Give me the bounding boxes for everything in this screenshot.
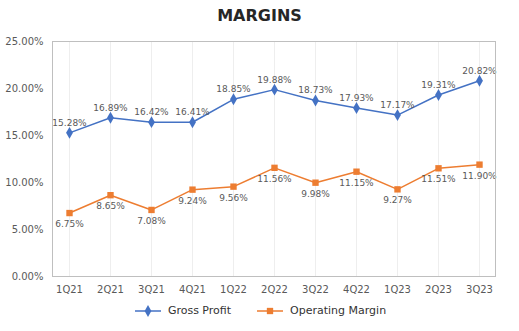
svg-text:15.00%: 15.00% [5,130,43,141]
svg-text:3Q21: 3Q21 [138,284,165,295]
svg-text:18.73%: 18.73% [298,85,333,95]
svg-text:1Q23: 1Q23 [384,284,411,295]
svg-text:16.42%: 16.42% [134,107,169,117]
svg-text:20.00%: 20.00% [5,83,43,94]
svg-text:3Q22: 3Q22 [302,284,329,295]
svg-text:2Q21: 2Q21 [97,284,124,295]
svg-text:3Q23: 3Q23 [466,284,493,295]
svg-text:8.65%: 8.65% [96,201,125,211]
svg-text:0.00%: 0.00% [12,271,44,282]
svg-text:4Q22: 4Q22 [343,284,370,295]
svg-text:2Q23: 2Q23 [425,284,452,295]
svg-text:9.24%: 9.24% [178,196,207,206]
svg-text:16.41%: 16.41% [175,107,210,117]
svg-text:17.17%: 17.17% [380,100,415,110]
svg-text:5.00%: 5.00% [12,224,44,235]
svg-text:9.56%: 9.56% [219,193,248,203]
svg-text:6.75%: 6.75% [55,219,84,229]
html-text:Gross Profit: Gross Profit [167,304,232,317]
svg-text:19.31%: 19.31% [421,80,456,90]
svg-text:11.51%: 11.51% [421,174,456,184]
svg-text:11.90%: 11.90% [462,171,497,181]
svg-text:4Q21: 4Q21 [179,284,206,295]
svg-text:10.00%: 10.00% [5,177,43,188]
svg-text:7.08%: 7.08% [137,216,166,226]
svg-text:25.00%: 25.00% [5,36,43,47]
svg-text:19.88%: 19.88% [257,75,292,85]
svg-text:20.82%: 20.82% [462,66,497,76]
svg-text:2Q22: 2Q22 [261,284,288,295]
svg-text:11.15%: 11.15% [339,178,374,188]
svg-text:15.28%: 15.28% [52,118,87,128]
svg-text:16.89%: 16.89% [93,103,128,113]
svg-text:1Q22: 1Q22 [220,284,247,295]
svg-text:18.85%: 18.85% [216,84,251,94]
svg-text:11.56%: 11.56% [257,174,292,184]
html-text:Operating Margin: Operating Margin [290,304,387,317]
svg-text:9.98%: 9.98% [301,189,330,199]
svg-text:9.27%: 9.27% [383,195,412,205]
svg-text:17.93%: 17.93% [339,93,374,103]
html-text:MARGINS: MARGINS [217,6,302,25]
svg-text:1Q21: 1Q21 [56,284,83,295]
